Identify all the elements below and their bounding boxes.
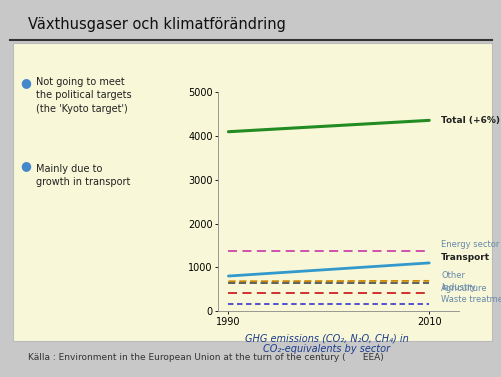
Text: Total (+6%): Total (+6%) (440, 116, 499, 125)
Text: Energy sector: Energy sector (440, 241, 498, 249)
Text: Växthusgaser och klimatförändring: Växthusgaser och klimatförändring (28, 17, 285, 32)
Text: Waste treatment: Waste treatment (440, 295, 501, 304)
Text: Källa : Environment in the European Union at the turn of the century (      EEA): Källa : Environment in the European Unio… (28, 353, 383, 362)
Text: Industry: Industry (440, 284, 475, 293)
Text: Other: Other (440, 271, 464, 280)
Text: ●: ● (20, 77, 31, 89)
Text: Mainly due to
growth in transport: Mainly due to growth in transport (36, 164, 130, 187)
Text: CO₂-equivalents by sector: CO₂-equivalents by sector (263, 344, 390, 354)
Text: Not going to meet
the political targets
(the 'Kyoto target'): Not going to meet the political targets … (36, 77, 131, 114)
Text: Transport: Transport (440, 253, 489, 262)
Text: ●: ● (20, 159, 31, 172)
Text: Agriculture: Agriculture (440, 284, 487, 293)
Text: GHG emissions (CO₂, N₂O, CH₄) in: GHG emissions (CO₂, N₂O, CH₄) in (244, 333, 408, 343)
